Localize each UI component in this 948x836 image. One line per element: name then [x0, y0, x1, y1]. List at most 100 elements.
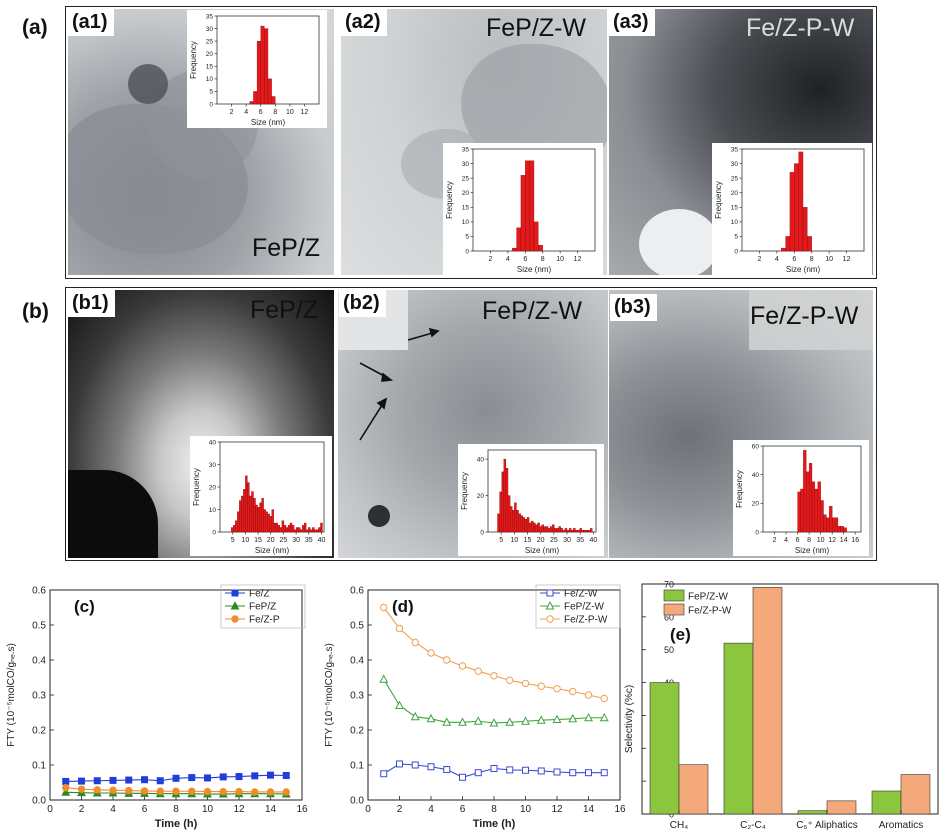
series-marker: [379, 674, 389, 683]
series-marker: [219, 773, 227, 781]
histogram-bar: [564, 528, 568, 533]
y-tick-label: 0.1: [350, 761, 364, 772]
histogram-bar: [318, 527, 321, 533]
histogram-bar: [304, 522, 307, 533]
histogram-bar: [781, 247, 786, 252]
histogram-bar: [247, 482, 250, 533]
histogram-bar: [264, 28, 269, 105]
series-marker: [219, 787, 227, 796]
histogram-bar: [302, 525, 305, 533]
x-tick-label: 10: [556, 256, 564, 263]
panel-label: (e): [670, 625, 691, 644]
x-tick-label: 0: [47, 804, 53, 815]
histogram-bar: [512, 509, 515, 533]
histogram-bar: [255, 504, 258, 533]
x-tick-label: 6: [259, 109, 263, 116]
series-marker: [569, 687, 577, 696]
series-marker: [77, 785, 86, 793]
y-tick-label: 5: [734, 234, 738, 241]
x-tick-label: 5: [499, 537, 503, 544]
series-marker: [537, 767, 545, 775]
histogram-b1: 5 10 15 20 25 30 35 40 0 10 20 30 40 Size (nm) Frequen…: [192, 439, 326, 555]
histogram-bar: [587, 530, 591, 533]
histogram-a3-box: 2 4 6 8 10 12 0 5 10 15 20 25 30 35 Size (nm) Frequency: [712, 143, 872, 275]
x-tick-label: 2: [757, 256, 761, 263]
histogram-bar: [293, 529, 297, 533]
histogram-bar: [249, 101, 254, 105]
x-tick-label: 10: [202, 804, 214, 815]
histogram-bar: [312, 527, 315, 533]
histogram-bar: [259, 502, 262, 533]
series-marker: [545, 601, 555, 610]
histogram-bar: [231, 527, 234, 533]
histogram-bar: [581, 530, 585, 533]
chart-c: 0 2 4 6 8 10 12 14 16 0.0 0.1 0.2 0.3 0.4 0.5 0.6 Time (…: [6, 584, 308, 830]
y-axis-label: Frequency: [714, 181, 723, 219]
y-tick-label: 0.4: [350, 656, 364, 667]
histogram-a1: 2 4 6 8 10 12 0 5 10 15 20 25 30 35 Size (nm) Frequency: [189, 13, 320, 127]
x-tick-label: 35: [305, 537, 313, 544]
x-tick-label: 10: [510, 537, 518, 544]
series-marker: [426, 713, 436, 723]
y-tick-label: 0.0: [350, 796, 364, 807]
histogram-bar: [823, 514, 827, 533]
series-marker: [93, 786, 101, 794]
y-tick-label: 15: [462, 205, 470, 212]
selectivity-bar: [678, 764, 709, 815]
y-tick-label: 0.0: [32, 796, 46, 807]
y-tick-label: 20: [206, 51, 214, 58]
histogram-bar: [802, 207, 808, 252]
histogram-bar: [573, 528, 576, 533]
series-marker: [203, 787, 212, 796]
x-tick-label: 5: [231, 537, 235, 544]
panel-a-frame: [65, 6, 877, 279]
x-tick-label: C₂-C₄: [740, 820, 766, 831]
x-tick-label: 8: [491, 804, 497, 815]
legend-label: Fe/Z-W: [564, 589, 598, 600]
histogram-bar: [279, 527, 283, 533]
legend-label: FeP/Z-W: [564, 602, 605, 613]
series-marker: [505, 717, 515, 726]
series-marker: [125, 776, 133, 784]
histogram-b2: 5 10 15 20 25 30 35 40 0 20 40 Size (nm) Frequency: [460, 449, 597, 555]
x-axis-label: Time (h): [155, 818, 198, 830]
y-tick-label: 0.1: [32, 761, 46, 772]
y-tick-label: 35: [462, 146, 470, 153]
x-tick-label: 25: [280, 537, 288, 544]
series-marker: [125, 786, 133, 795]
legend-swatch: [663, 589, 685, 602]
histogram-a2: 2 4 6 8 10 12 0 5 10 15 20 25 30 35 Size (nm) Frequency: [445, 146, 596, 274]
series-marker: [204, 774, 211, 782]
x-tick-label: 40: [318, 537, 326, 544]
bright-hole: [639, 209, 719, 275]
x-tick-label: 12: [551, 804, 563, 815]
sample-label-b3: Fe/Z-P-W: [750, 302, 859, 330]
x-tick-label: 16: [296, 804, 308, 815]
x-tick-label: 10: [520, 804, 532, 815]
histogram-bar: [541, 524, 544, 533]
histogram-bar: [265, 511, 268, 533]
series-marker: [188, 787, 196, 795]
panel-label-b2: (b2): [339, 290, 386, 317]
panel-label-a2: (a2): [341, 9, 387, 36]
x-tick-label: 40: [589, 537, 597, 544]
y-tick-label: 10: [209, 507, 217, 514]
series-marker: [62, 777, 70, 785]
histogram-a3: 2 4 6 8 10 12 0 5 10 15 20 25 30 35 Size (nm) Frequency: [714, 146, 865, 274]
histogram-bar: [291, 525, 295, 533]
x-tick-label: 4: [244, 109, 248, 116]
histogram-bar: [273, 522, 276, 533]
histogram-bar: [794, 163, 799, 252]
histogram-bar: [499, 491, 502, 533]
x-tick-label: 20: [537, 537, 545, 544]
x-tick-label: 4: [784, 537, 788, 544]
series-marker: [458, 717, 467, 726]
histogram-bar: [560, 528, 563, 533]
panel-label-a3: (a3): [609, 9, 655, 36]
series-marker: [156, 787, 164, 795]
series-marker: [395, 700, 404, 709]
histogram-a2-box: 2 4 6 8 10 12 0 5 10 15 20 25 30 35 Size (nm) Frequency: [443, 143, 603, 275]
histogram-bar: [267, 513, 270, 533]
y-tick-label: 0: [734, 248, 738, 255]
histogram-bar: [537, 522, 540, 533]
